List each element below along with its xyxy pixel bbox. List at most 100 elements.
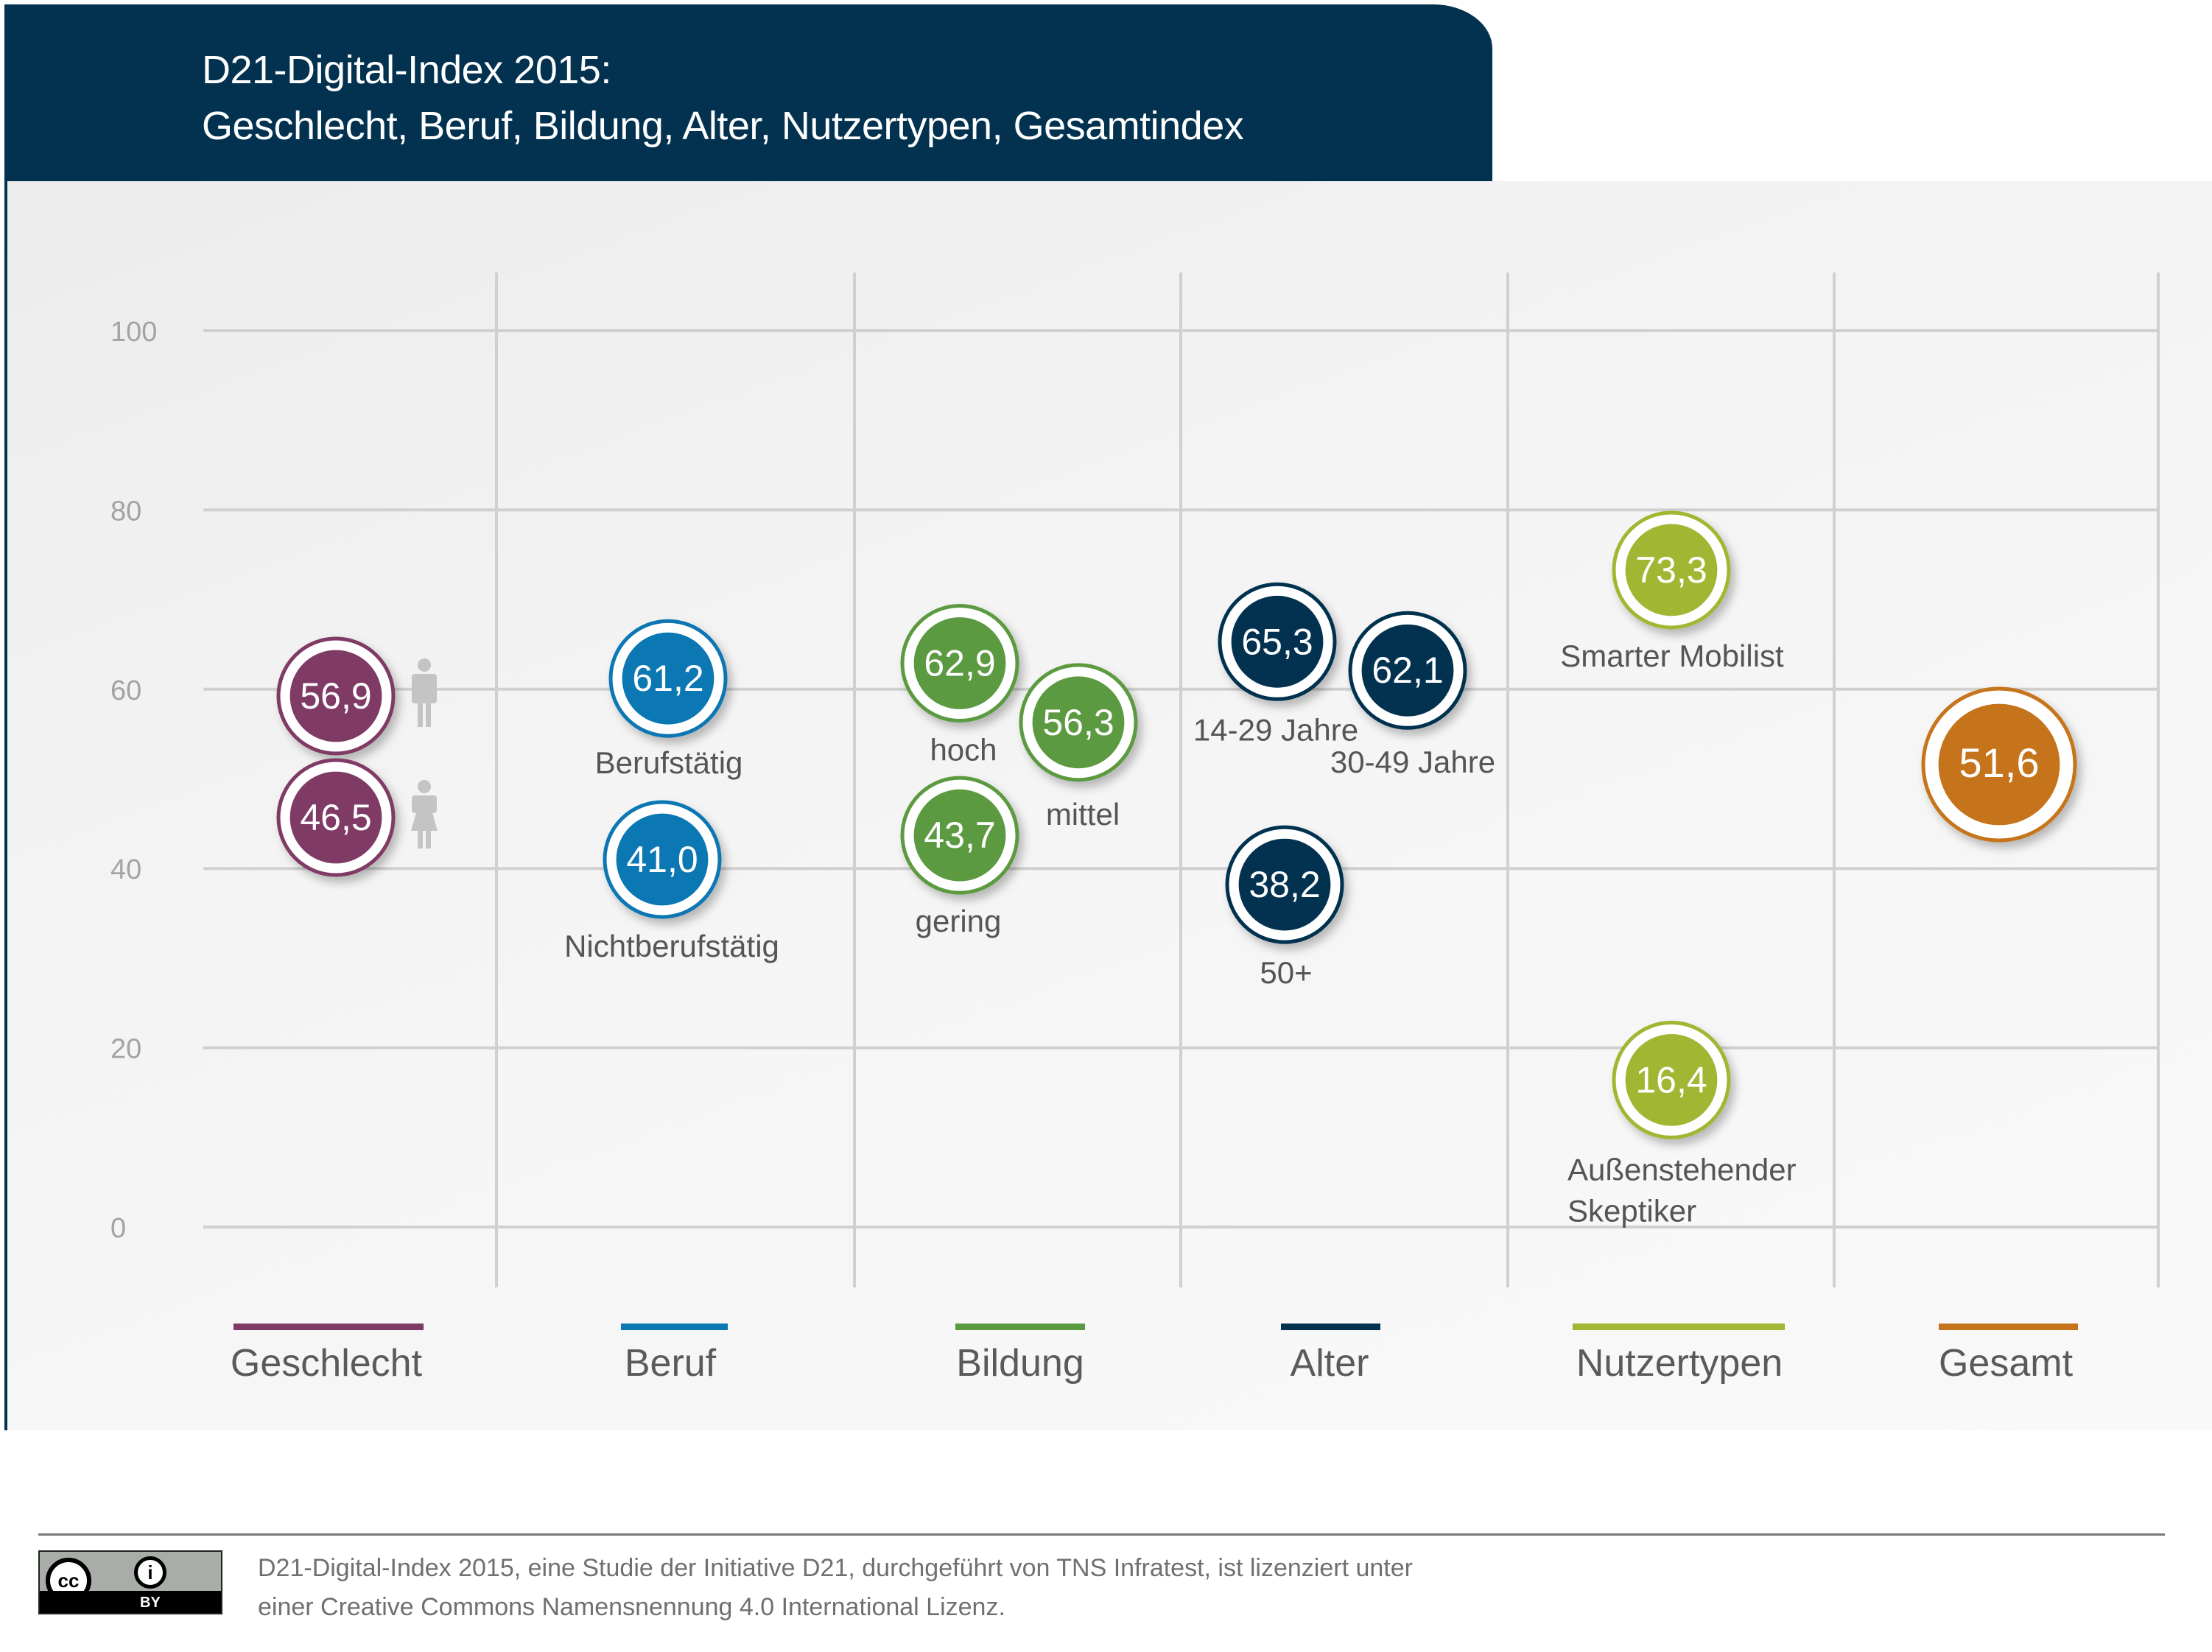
bubble: 56,9 (276, 636, 396, 756)
icon-leg (426, 702, 431, 727)
y-tick-label: 80 (110, 496, 141, 527)
bubble-fill (913, 617, 1006, 709)
y-axis-ticks: 0 20 40 60 80 100 (110, 317, 157, 1244)
bubble-label: mittel (1046, 797, 1120, 832)
bubble-value: 41,0 (626, 839, 698, 880)
legend-swatch (234, 1324, 424, 1330)
attribution-icon: i (134, 1556, 166, 1589)
icon-leg (426, 829, 431, 848)
bubble-value: 46,5 (300, 797, 371, 838)
legend-item: Geschlecht (231, 1324, 424, 1385)
bubble: 62,1 30-49 Jahre (1330, 611, 1495, 779)
bubble-value: 61,2 (632, 658, 703, 699)
legend-item: Beruf (621, 1324, 728, 1385)
chart-title-line2: Geschlecht, Beruf, Bildung, Alter, Nutze… (202, 104, 1244, 148)
legend-swatch (955, 1324, 1085, 1330)
bubble-value: 73,3 (1635, 549, 1707, 591)
bubble: 51,6 (1921, 686, 2077, 843)
icon-head (418, 780, 431, 793)
legend-swatch (1573, 1324, 1785, 1330)
icon-skirt (411, 810, 438, 831)
bubble: 65,3 14-29 Jahre (1193, 582, 1358, 747)
bubble: 62,9 hoch (900, 604, 1019, 767)
bubble-value: 16,4 (1635, 1059, 1707, 1100)
bubble: 43,7 gering (900, 776, 1019, 938)
legend-label: Geschlecht (231, 1342, 423, 1385)
legend-label: Alter (1291, 1342, 1369, 1385)
bubble-label: Nichtberufstätig (564, 929, 779, 963)
bubble-label: hoch (930, 733, 997, 767)
legend-label: Nutzertypen (1576, 1342, 1783, 1385)
bubble-label: 14-29 Jahre (1193, 712, 1358, 747)
bubble-value: 56,9 (300, 675, 371, 717)
bubble-label: Smarter Mobilist (1560, 639, 1784, 673)
bubble-fill (622, 632, 714, 725)
gender-icons (411, 658, 438, 848)
legend: Geschlecht Beruf Bildung Alter Nutzertypen Ge… (231, 1324, 2078, 1385)
bubble-fill (913, 789, 1006, 882)
bubble-value: 38,2 (1249, 864, 1320, 905)
bubble-fill (1361, 624, 1454, 717)
female-icon (411, 780, 438, 848)
by-label: BY (140, 1595, 161, 1611)
bubble-fill (616, 813, 709, 906)
legend-item: Alter (1281, 1324, 1380, 1385)
legend-label: Beruf (625, 1342, 717, 1385)
bubble: 16,4 Außenstehender Skeptiker (1567, 1020, 1797, 1228)
bubble-fill (1231, 595, 1324, 688)
bubble-fill (1238, 838, 1331, 931)
y-tick-label: 40 (110, 854, 141, 885)
license-text-line2: einer Creative Commons Namensnennung 4.0… (258, 1593, 1005, 1621)
legend-item: Gesamt (1939, 1324, 2078, 1385)
footer-divider (38, 1533, 2165, 1536)
bubble: 38,2 50+ (1225, 825, 1344, 990)
bubble-fill (1938, 703, 2060, 826)
bubble-label: gering (916, 904, 1002, 938)
icon-leg (418, 702, 423, 727)
legend-swatch (1939, 1324, 2078, 1330)
grid (203, 273, 2160, 1287)
bubble-value: 43,7 (924, 815, 995, 856)
bubble-value: 65,3 (1241, 621, 1313, 662)
bubble-fill (289, 650, 382, 742)
bubble-fill (1625, 1034, 1718, 1126)
y-tick-label: 20 (110, 1034, 141, 1065)
data-bubbles: 56,9 46,5 61,2 Berufstätig 41,0 Nichtberufstä… (276, 510, 2077, 1228)
icon-head (418, 658, 431, 672)
cc-by-license-badge[interactable]: cc i BY (38, 1550, 222, 1614)
bubble-label: 50+ (1260, 955, 1312, 990)
y-tick-label: 0 (110, 1213, 126, 1244)
license-text-line1: D21-Digital-Index 2015, eine Studie der … (258, 1554, 1413, 1582)
bubble-value: 56,3 (1042, 702, 1114, 743)
title-banner: D21-Digital-Index 2015: Geschlecht, Beru… (4, 4, 1492, 181)
bubble-fill (1625, 524, 1718, 616)
bubble-fill (289, 771, 382, 864)
legend-swatch (621, 1324, 728, 1330)
y-tick-label: 100 (110, 317, 157, 348)
icon-leg (418, 829, 423, 848)
badge-strip (40, 1591, 221, 1613)
legend-item: Nutzertypen (1573, 1324, 1785, 1385)
legend-item: Bildung (955, 1324, 1085, 1385)
bubble: 56,3 mittel (1019, 663, 1138, 832)
bubble: 73,3 Smarter Mobilist (1560, 510, 1784, 673)
male-icon (412, 658, 437, 727)
bubble-value: 62,1 (1372, 650, 1443, 691)
bubble-value: 51,6 (1959, 739, 2040, 786)
y-tick-label: 60 (110, 675, 141, 706)
bubble-label: Berufstätig (595, 745, 743, 780)
bubble: 46,5 (276, 758, 396, 877)
icon-body (412, 674, 437, 703)
bubble-label: 30-49 Jahre (1330, 745, 1495, 779)
bubble-value: 62,9 (924, 643, 995, 684)
legend-label: Gesamt (1939, 1342, 2074, 1385)
bubble-label: Skeptiker (1567, 1193, 1696, 1228)
bubble: 41,0 Nichtberufstätig (564, 800, 779, 963)
icon-body (412, 795, 437, 813)
legend-label: Bildung (956, 1342, 1084, 1385)
bubble-label: Außenstehender (1567, 1152, 1797, 1187)
bubble-fill (1032, 676, 1125, 769)
bubble: 61,2 Berufstätig (595, 619, 743, 780)
legend-swatch (1281, 1324, 1380, 1330)
